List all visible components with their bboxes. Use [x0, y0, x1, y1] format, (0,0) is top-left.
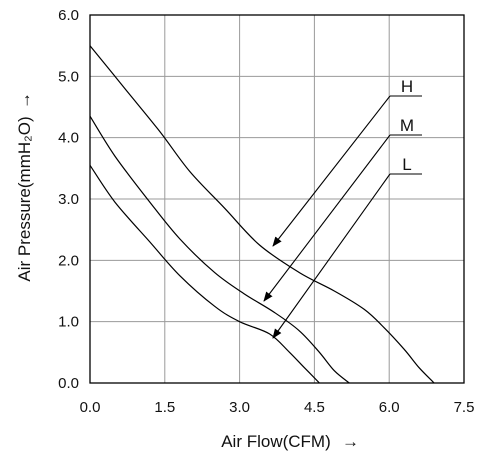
series-m-label: M	[400, 116, 414, 135]
series-l-line	[89, 164, 320, 384]
grid	[90, 15, 464, 383]
y-tick-label: 3.0	[58, 191, 79, 208]
x-axis-arrow-icon: →	[342, 432, 359, 451]
series-h-label: H	[401, 77, 413, 96]
y-axis-label: Air Pressure(mmH₂O)	[15, 116, 34, 281]
x-tick-label: 3.0	[229, 399, 250, 416]
series-m-line	[89, 115, 350, 384]
y-axis-title: Air Pressure(mmH₂O) →	[15, 92, 34, 282]
label-leaders: H M L	[263, 77, 422, 339]
series-h-pointer-arrow	[272, 95, 391, 247]
plot-frame	[89, 14, 465, 384]
x-tick-label: 1.5	[154, 399, 175, 416]
y-tick-label: 6.0	[58, 7, 79, 24]
y-axis-arrow-icon: →	[15, 92, 34, 109]
x-tick-label: 7.5	[454, 399, 475, 416]
series-h-line	[89, 45, 435, 384]
x-tick-label: 0.0	[80, 399, 101, 416]
y-tick-label: 0.0	[58, 375, 79, 392]
series-l-label: L	[402, 155, 411, 174]
x-axis-label: Air Flow(CFM)	[221, 432, 331, 451]
y-tick-label: 1.0	[58, 314, 79, 331]
y-tick-label: 2.0	[58, 252, 79, 269]
curves	[89, 45, 435, 384]
x-tick-label: 6.0	[379, 399, 400, 416]
x-tick-label: 4.5	[304, 399, 325, 416]
tick-labels: 0.0 1.5 3.0 4.5 6.0 7.5 0.0 1.0 2.0 3.0 4.0 5.0 6.0	[58, 7, 474, 416]
y-tick-label: 4.0	[58, 130, 79, 147]
series-m-pointer-arrow	[263, 134, 391, 302]
x-axis-title: Air Flow(CFM) →	[221, 432, 359, 451]
series-l-pointer-arrow	[272, 173, 391, 339]
y-tick-label: 5.0	[58, 68, 79, 85]
